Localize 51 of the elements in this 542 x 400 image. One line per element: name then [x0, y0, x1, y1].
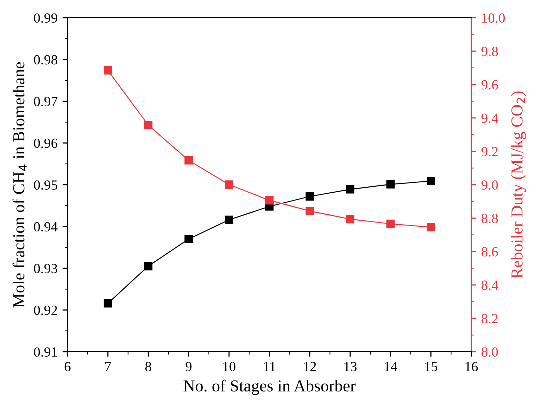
y-tick-label: 0.98 — [34, 55, 58, 65]
y-tick-label: 0.96 — [34, 138, 58, 148]
y2-tick-label: 8.4 — [482, 280, 498, 290]
y-tick-label: 0.91 — [34, 348, 58, 358]
y2-tick-label: 8.2 — [482, 314, 498, 324]
point — [306, 207, 314, 216]
y2-tick-label: 9.4 — [482, 114, 498, 124]
x-tick-label: 7 — [106, 362, 112, 372]
point — [184, 156, 194, 165]
point — [386, 220, 395, 228]
x-tick-label: 12 — [304, 362, 316, 372]
point — [306, 192, 314, 201]
y-tick-label: 0.92 — [34, 306, 58, 316]
y-tick-label: 0.95 — [34, 180, 58, 190]
x-tick-label: 10 — [224, 362, 236, 372]
y2-tick-label: 10.0 — [482, 14, 506, 24]
point — [144, 262, 153, 271]
y-axis-title: Mole fraction of CH$_{4}$ in Biomethane — [12, 62, 28, 308]
y2-axis-title: Reboiler Duty (MJ/kg CO$_{2}$) — [511, 92, 526, 279]
point — [346, 215, 355, 224]
point — [346, 185, 355, 194]
point — [426, 177, 436, 186]
y-tick-label: 0.97 — [34, 97, 58, 107]
y2-tick-label: 8.8 — [482, 214, 498, 224]
y2-tick-label: 9.0 — [482, 180, 498, 190]
y2-tick-label: 9.6 — [482, 80, 498, 90]
point — [265, 196, 274, 205]
y-tick-label: 0.94 — [34, 222, 58, 232]
point — [386, 180, 395, 189]
point — [104, 66, 112, 75]
y-tick-label: 0.93 — [34, 264, 58, 274]
point — [225, 216, 234, 224]
point — [104, 299, 112, 308]
x-tick-label: 15 — [425, 362, 438, 372]
x-tick-label: 16 — [466, 362, 478, 372]
x-tick-label: 11 — [264, 362, 276, 372]
point — [225, 180, 234, 189]
x-tick-label: 13 — [344, 362, 357, 372]
y2-tick-label: 8.6 — [482, 247, 498, 257]
x-tick-label: 9 — [186, 362, 192, 372]
x-tick-label: 8 — [146, 362, 152, 372]
point — [184, 235, 194, 244]
x-axis-title: No. of Stages in Absorber — [184, 380, 356, 396]
point — [426, 223, 436, 232]
x-tick-label: 6 — [64, 362, 71, 372]
y2-tick-label: 8.0 — [482, 348, 498, 358]
y-tick-label: 0.99 — [34, 14, 58, 24]
y2-tick-label: 9.2 — [482, 147, 498, 157]
y2-tick-label: 9.8 — [482, 46, 498, 56]
point — [144, 121, 153, 130]
x-tick-label: 14 — [385, 362, 398, 372]
